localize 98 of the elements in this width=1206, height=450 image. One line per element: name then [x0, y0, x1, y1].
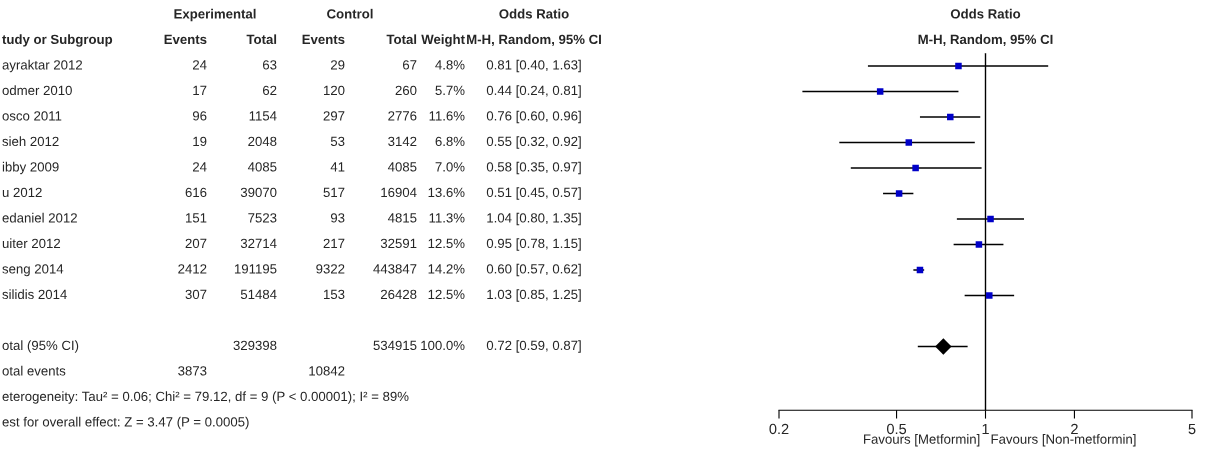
text: est for overall effect: Z = 3.47 (P = 0.0005)	[2, 416, 249, 430]
text: 6.8%	[435, 136, 465, 147]
text: 0.58 [0.35, 0.97]	[486, 161, 581, 175]
text: 93	[330, 213, 345, 223]
y-tick-label: uiter 2012	[2, 238, 61, 249]
text: 3142	[388, 136, 417, 147]
text: 16904	[381, 187, 417, 198]
x-tick-label: Events	[302, 34, 345, 45]
text: 19	[193, 136, 207, 147]
text: 51484	[240, 289, 277, 300]
y-tick-label: sieh 2012	[2, 136, 59, 147]
y-tick-label: odmer 2010	[2, 85, 72, 96]
text: 29	[330, 60, 345, 70]
x-tick-label: 2	[1071, 423, 1078, 435]
text: 32591	[380, 238, 417, 249]
text: 217	[323, 238, 345, 248]
text: 3873	[178, 366, 207, 376]
text: 13.6%	[428, 187, 465, 198]
text: 7.0%	[435, 162, 465, 172]
text: 297	[323, 111, 345, 121]
text: 4085	[247, 162, 277, 172]
text: 67	[403, 60, 417, 70]
text: 517	[323, 187, 345, 198]
x-tick-label: 0.2	[769, 423, 789, 435]
text: 2048	[248, 136, 277, 147]
text: 12.5%	[428, 238, 465, 249]
text: 120	[323, 85, 345, 96]
x-tick-label: 0.5	[887, 423, 907, 435]
text: 0.81 [0.40, 1.63]	[486, 59, 581, 73]
y-axis-title: tudy or Subgroup	[2, 34, 113, 47]
text: 307	[185, 289, 207, 300]
x-tick-label: Weight	[421, 34, 465, 47]
x-tick-label: M-H, Random, 95% CI	[467, 34, 601, 46]
text: Control	[327, 8, 373, 19]
y-tick-label: silidis 2014	[2, 289, 67, 300]
x-tick-label: Total	[246, 34, 277, 45]
y-tick-label: u 2012	[2, 187, 42, 198]
y-tick-label: ibby 2009	[2, 161, 59, 175]
text: 17	[193, 85, 207, 95]
text: 26428	[380, 289, 417, 300]
text: 0.55 [0.32, 0.92]	[486, 136, 581, 149]
x-tick-label: 1	[982, 423, 989, 435]
text: 260	[395, 85, 417, 96]
x-tick-label: Events	[164, 34, 207, 45]
x-tick-label: 5	[1188, 423, 1196, 435]
category-label: otal (95% CI)	[2, 340, 79, 353]
text: Experimental	[174, 8, 256, 22]
text: 4085	[387, 162, 417, 172]
text: 12.5%	[428, 289, 465, 300]
text: 1154	[249, 111, 277, 121]
text: 0.95 [0.78, 1.15]	[486, 238, 581, 251]
text: 11.3%	[429, 213, 465, 223]
text: 2776	[388, 111, 417, 121]
text: 0.76 [0.60, 0.96]	[486, 110, 581, 124]
text: 616	[185, 187, 207, 198]
text: 0.51 [0.45, 0.57]	[486, 187, 581, 200]
text: 534915	[373, 340, 417, 351]
text: 0.60 [0.57, 0.62]	[486, 263, 581, 277]
text: Favours [Metformin]	[864, 434, 980, 447]
y-tick-label: seng 2014	[2, 264, 64, 277]
category-label: otal events	[2, 365, 66, 376]
text: 14.2%	[428, 264, 465, 274]
text: 96	[192, 111, 207, 121]
text: 53	[330, 136, 345, 147]
text: 443847	[373, 264, 417, 274]
text: 41	[330, 162, 345, 172]
text: 0.44 [0.24, 0.81]	[486, 85, 581, 98]
chart-title: Odds Ratio	[950, 8, 1021, 19]
text: 62	[263, 85, 277, 96]
text: 5.7%	[435, 85, 465, 96]
text: 1.03 [0.85, 1.25]	[487, 289, 581, 302]
text: 0.72 [0.59, 0.87]	[486, 340, 581, 353]
text: 4815	[387, 213, 417, 223]
text: eterogeneity: Tau² = 0.06; Chi² = 79.12, df = 9 (P < 0.00001); I² = 89%	[2, 391, 409, 404]
text: 329398	[233, 340, 277, 351]
text: 39070	[240, 187, 277, 198]
text: 4.8%	[435, 60, 465, 70]
text: 24	[192, 162, 207, 172]
text: 1.04 [0.80, 1.35]	[487, 212, 581, 226]
text: Favours [Non-metformin]	[991, 434, 1136, 447]
text: 153	[323, 289, 345, 300]
text: 63	[263, 60, 277, 70]
y-tick-label: edaniel 2012	[2, 212, 77, 223]
text: 11.6%	[429, 111, 465, 121]
x-tick-label: Total	[386, 34, 417, 45]
y-tick-label: ayraktar 2012	[2, 59, 83, 73]
text: Odds Ratio	[499, 8, 569, 19]
y-tick-label: osco 2011	[2, 111, 62, 121]
text: 207	[185, 238, 207, 249]
text: 100.0%	[421, 340, 465, 351]
text: 10842	[309, 366, 345, 376]
text: 24	[192, 60, 207, 70]
text: 7523	[248, 213, 277, 223]
text: 151	[185, 213, 207, 223]
text: 191195	[234, 264, 277, 274]
text: 2412	[178, 264, 207, 274]
text: 9322	[316, 264, 345, 274]
text: 32714	[240, 238, 277, 249]
